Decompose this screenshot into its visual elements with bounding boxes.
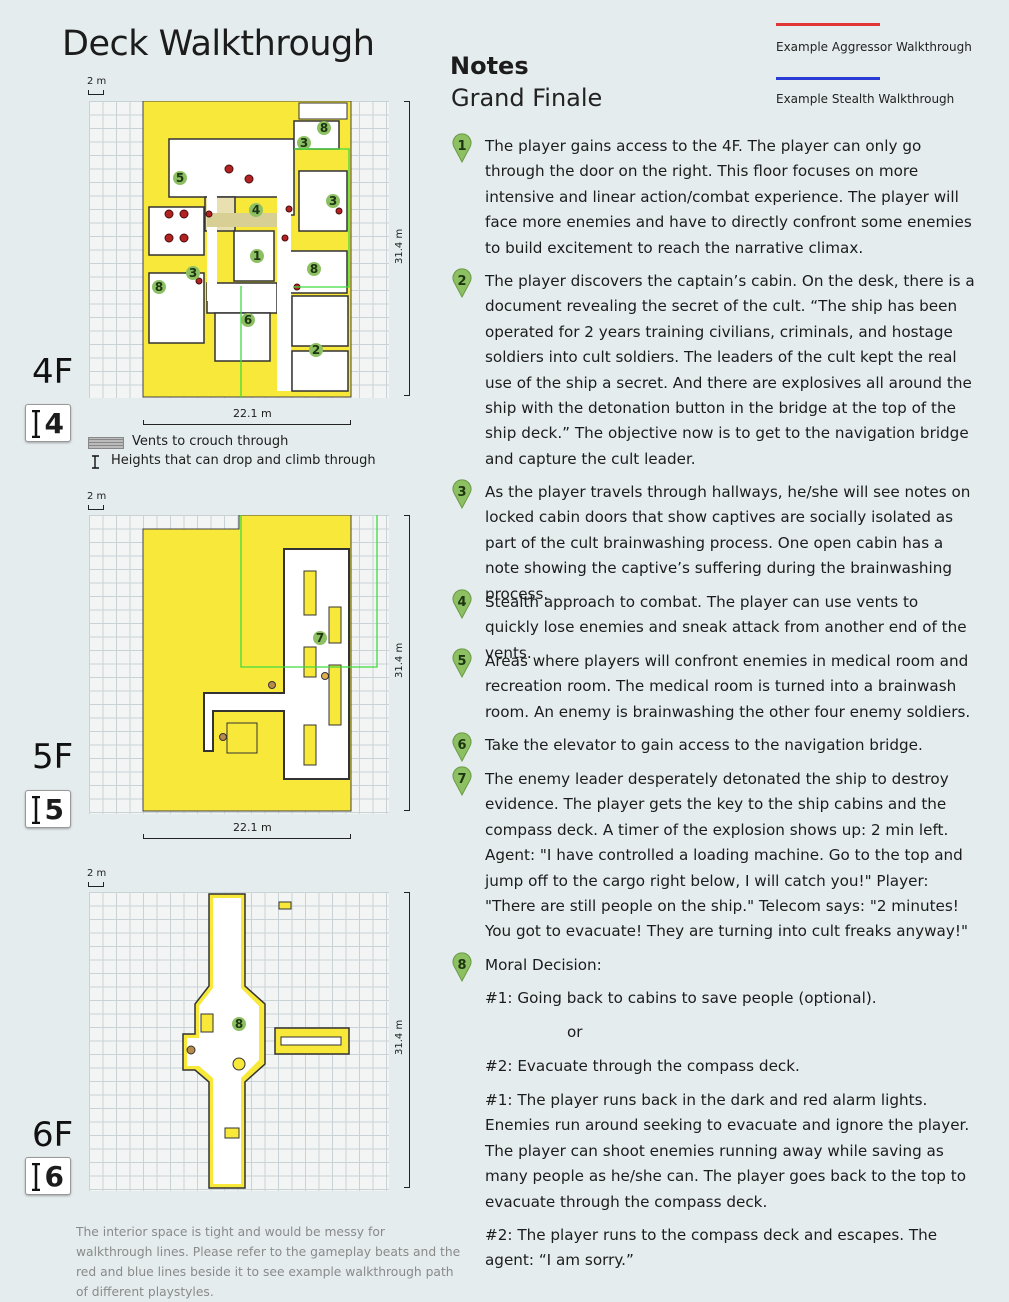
height-dimension-label: 31.4 m [394,642,405,678]
floor-badge-4f: 4 [25,404,71,442]
beat-pin-icon: 2 [451,268,473,299]
floor-5f-plan: 7 [142,515,378,812]
svg-text:3: 3 [300,136,308,150]
svg-text:6: 6 [244,313,252,327]
width-dimension [143,834,351,839]
moral-outcome-2: #2: The player runs to the compass deck … [485,1226,938,1270]
floor-badge-number: 6 [44,1160,64,1193]
height-icon [32,796,40,824]
height-dimension [404,101,410,396]
beat-pin-icon: 3 [451,479,473,510]
svg-text:8: 8 [320,121,328,135]
beat-text: Stealth approach to combat. The player c… [485,593,967,662]
moral-option-2: #2: Evacuate through the compass deck. [485,1057,800,1075]
floor-badge-6f: 6 [25,1157,71,1195]
floor-4f-plan: 5 4 1 3 8 6 3 8 3 8 2 [142,101,352,398]
notes-heading: Notes [450,52,529,80]
moral-option-1: #1: Going back to cabins to save people … [485,989,877,1007]
scale-bar [88,505,104,510]
notes-subheading: Grand Finale [451,84,603,112]
scale-label: 2 m [87,868,107,879]
height-dimension [404,892,410,1188]
svg-text:3: 3 [189,266,197,280]
scale-bar [88,882,104,887]
beat-pin-icon: 4 [451,589,473,620]
svg-text:8: 8 [310,262,318,276]
beat-pin-icon: 6 [451,732,473,763]
floor-label-5f: 5F [32,737,74,777]
beat-pin-number: 4 [457,595,466,610]
beat-text: The player discovers the captain’s cabin… [485,272,975,468]
beat-pin-icon: 7 [451,766,473,797]
beat-pin-number: 1 [457,139,466,154]
beat-pin-number: 6 [457,738,466,753]
svg-text:3: 3 [329,194,337,208]
moral-or: or [567,1023,583,1041]
width-dimension-label: 22.1 m [233,407,272,420]
beat-text: The player gains access to the 4F. The p… [485,137,972,257]
beat-pin-number: 3 [457,485,466,500]
aggressor-legend-line [776,23,880,26]
svg-text:8: 8 [235,1017,243,1031]
height-dimension [404,515,410,811]
scale-label: 2 m [87,76,107,87]
beat-pin-number: 8 [457,958,466,973]
vent-legend-label: Vents to crouch through [132,434,289,449]
beat-pin-icon: 8 [451,952,473,983]
beat-pin-icon: 1 [451,133,473,164]
stealth-legend-line [776,77,880,80]
height-dimension-label: 31.4 m [394,228,405,264]
beat-pin-number: 7 [457,772,466,787]
beat-pin-number: 5 [457,654,466,669]
beat-text: Areas where players will confront enemie… [485,652,971,721]
svg-text:8: 8 [155,280,163,294]
moral-outcome-1: #1: The player runs back in the dark and… [485,1091,970,1211]
svg-text:1: 1 [253,249,261,263]
page-title: Deck Walkthrough [62,24,375,64]
floor-badge-5f: 5 [25,790,71,828]
floor-label-6f: 6F [32,1115,74,1155]
beat-text: As the player travels through hallways, … [485,483,971,603]
svg-text:2: 2 [312,343,320,357]
floor-badge-number: 5 [44,793,64,826]
floor-badge-number: 4 [44,407,64,440]
svg-text:7: 7 [316,631,324,645]
footnote: The interior space is tight and would be… [76,1225,461,1299]
height-legend-icon [92,455,99,469]
width-dimension [143,420,351,425]
floor-label-4f: 4F [32,352,74,392]
vent-legend-icon [88,437,124,449]
height-legend-label: Heights that can drop and climb through [111,453,376,468]
width-dimension-label: 22.1 m [233,821,272,834]
floor-6f-plan: 8 [182,893,350,1189]
scale-label: 2 m [87,491,107,502]
beat-text: Take the elevator to gain access to the … [485,736,923,754]
aggressor-legend-label: Example Aggressor Walkthrough [776,40,972,54]
height-icon [32,410,40,438]
stealth-legend-label: Example Stealth Walkthrough [776,92,955,106]
height-icon [32,1163,40,1191]
height-dimension-label: 31.4 m [394,1019,405,1055]
svg-text:5: 5 [176,171,184,185]
beat-text: The enemy leader desperately detonated t… [485,770,968,941]
beat-text: Moral Decision: [485,956,602,974]
beat-pin-number: 2 [457,274,466,289]
beat-pin-icon: 5 [451,648,473,679]
scale-bar [88,90,104,95]
svg-text:4: 4 [252,203,260,217]
